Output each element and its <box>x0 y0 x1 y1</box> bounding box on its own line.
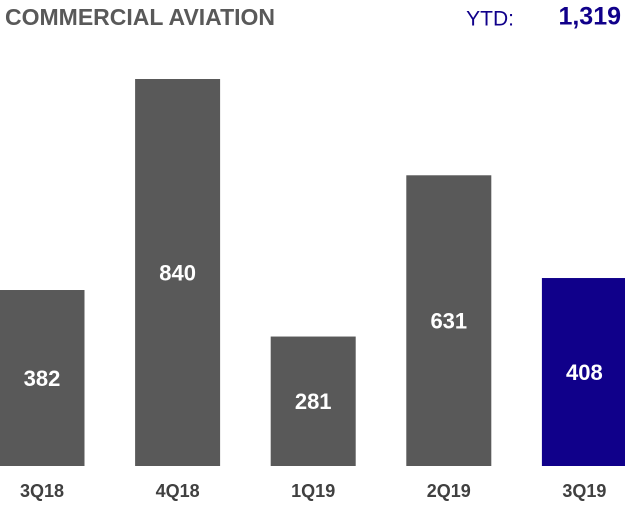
x-tick-label: 1Q19 <box>291 481 335 501</box>
ytd-label: YTD: <box>466 8 514 31</box>
x-tick-label: 4Q18 <box>156 481 200 501</box>
bar <box>406 175 492 466</box>
x-tick-label: 2Q19 <box>427 481 471 501</box>
value-label: 631 <box>430 308 467 333</box>
chart-title: COMMERCIAL AVIATION <box>5 4 275 30</box>
bar <box>0 290 85 466</box>
x-tick-label: 3Q18 <box>20 481 64 501</box>
bar <box>135 79 221 466</box>
bar <box>270 336 356 466</box>
value-label: 382 <box>24 366 61 391</box>
ytd-value: 1,319 <box>558 3 621 31</box>
bar <box>541 278 625 466</box>
x-tick-label: 3Q19 <box>562 481 606 501</box>
value-label: 840 <box>159 260 196 285</box>
value-label: 281 <box>295 389 332 414</box>
value-label: 408 <box>566 360 603 385</box>
